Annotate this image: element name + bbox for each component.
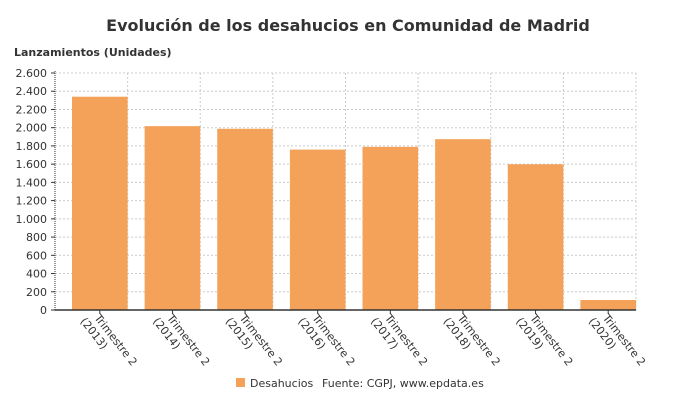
bar-2015 <box>217 128 273 310</box>
bar-2017 <box>362 146 419 310</box>
x-tick-label: Trimestre 2(2013) <box>78 307 140 376</box>
x-tick-label: Trimestre 2(2015) <box>223 307 285 376</box>
x-tick-label: Trimestre 2(2016) <box>295 307 357 376</box>
y-tick-label: 200 <box>26 286 47 299</box>
bar-2016 <box>289 149 346 310</box>
y-tick-label: 2.000 <box>16 122 48 135</box>
bar-2013 <box>72 96 128 310</box>
legend-swatch <box>236 378 245 387</box>
bar-2018 <box>435 139 491 310</box>
y-tick-label: 2.200 <box>16 103 48 116</box>
bar-2014 <box>144 126 201 310</box>
y-axis-label: Lanzamientos (Unidades) <box>14 46 172 59</box>
y-tick-label: 1.800 <box>16 140 48 153</box>
y-tick-label: 2.400 <box>16 85 48 98</box>
x-tick-label: Trimestre 2(2014) <box>150 307 212 376</box>
chart-title: Evolución de los desahucios en Comunidad… <box>106 16 590 35</box>
bar-2019 <box>507 164 564 310</box>
bar-2020 <box>580 299 636 310</box>
x-tick-label: Trimestre 2(2017) <box>368 307 430 376</box>
x-tick-label: Trimestre 2(2020) <box>586 307 648 376</box>
y-tick-label: 2.600 <box>16 67 48 80</box>
x-tick-label: Trimestre 2(2019) <box>513 307 575 376</box>
y-tick-label: 1.400 <box>16 176 48 189</box>
y-tick-label: 1.600 <box>16 158 48 171</box>
source-text: Fuente: CGPJ, www.epdata.es <box>322 377 484 390</box>
legend-label: Desahucios <box>250 377 313 390</box>
y-tick-label: 800 <box>26 231 47 244</box>
y-tick-label: 600 <box>26 249 47 262</box>
y-tick-label: 400 <box>26 268 47 281</box>
y-tick-label: 0 <box>40 304 47 317</box>
x-tick-label: Trimestre 2(2018) <box>441 307 503 376</box>
y-tick-label: 1.200 <box>16 195 48 208</box>
y-tick-label: 1.000 <box>16 213 48 226</box>
